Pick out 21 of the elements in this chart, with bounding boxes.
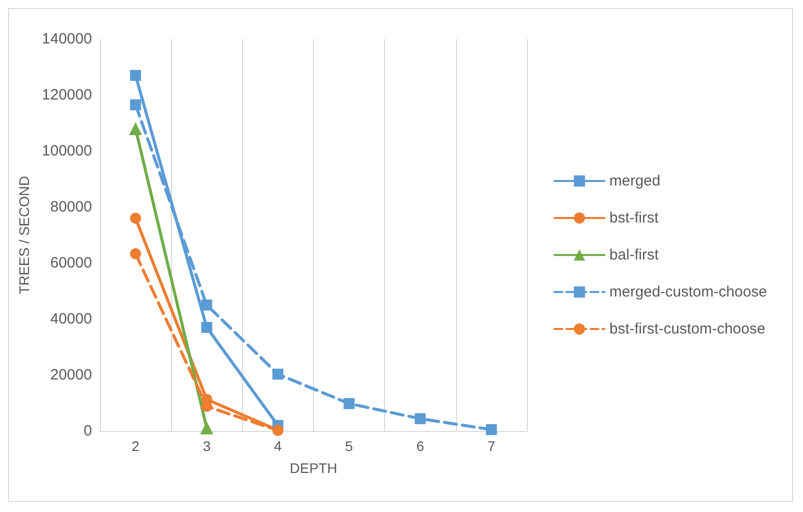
x-tick-label: 6 [416,438,424,454]
legend-label: merged-custom-choose [609,284,768,300]
x-tick-label: 2 [132,438,140,454]
y-tick-label: 80000 [50,198,92,216]
y-tick-label: 100000 [42,142,92,160]
legend-label: bst-first [609,210,660,226]
y-axis-title: TREES / SECOND [16,176,32,294]
x-tick-label: 7 [488,438,496,454]
x-tick-label: 5 [345,438,354,454]
x-axis-title: DEPTH [290,460,338,476]
legend-label: bst-first-custom-choose [609,320,766,338]
y-tick-label: 0 [84,422,92,440]
y-tick-label: 140000 [42,30,92,48]
y-tick-label: 120000 [42,86,92,104]
y-tick-label: 20000 [50,366,92,384]
x-tick-label: 4 [274,438,282,454]
legend-label: merged [609,172,660,190]
y-tick-label: 40000 [50,310,92,328]
legend-label: bal-first [609,246,660,264]
y-tick-label: 60000 [50,254,92,272]
x-tick-label: 3 [202,438,211,454]
